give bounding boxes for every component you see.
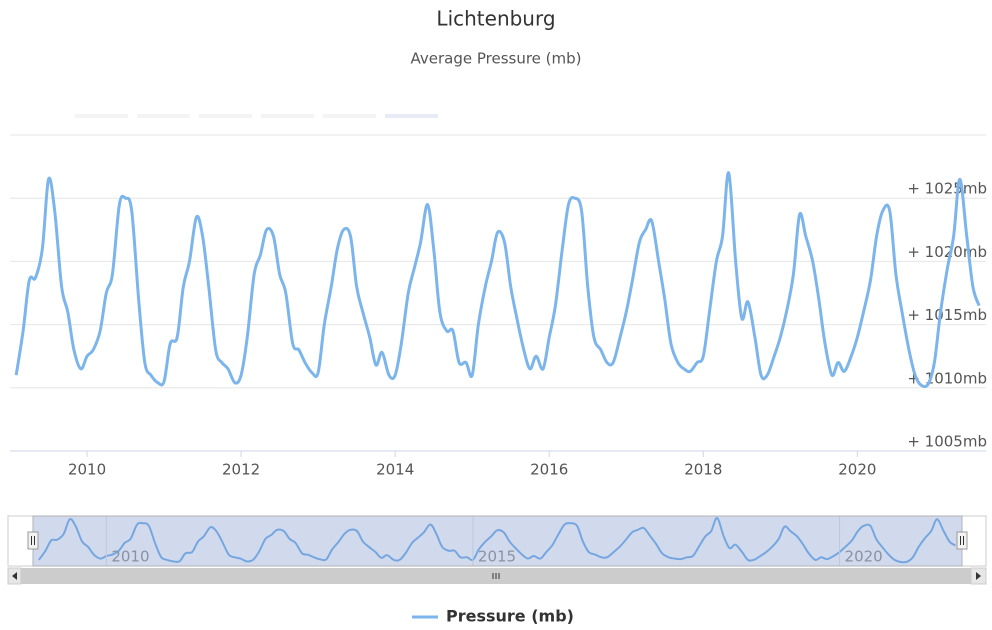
navigator-mask[interactable] — [32, 515, 963, 567]
chart-title: Lichtenburg — [436, 7, 555, 31]
range-selector[interactable] — [75, 114, 438, 118]
series-line — [14, 171, 981, 389]
scrollbar[interactable] — [7, 567, 987, 585]
range-button[interactable] — [261, 114, 314, 118]
navigator-line — [38, 517, 956, 564]
navigator-label: 2010 — [111, 548, 149, 566]
y-tick-label: + 1020mb — [907, 243, 987, 261]
navigator-label: 2015 — [478, 548, 516, 566]
navigator-handle[interactable] — [27, 531, 39, 550]
y-tick-label: + 1005mb — [907, 433, 987, 451]
x-tick-label: 2010 — [68, 461, 106, 479]
arrow-icon — [976, 572, 981, 580]
x-tick-label: 2016 — [530, 461, 568, 479]
range-button[interactable] — [199, 114, 252, 118]
chart-subtitle: Average Pressure (mb) — [410, 50, 581, 68]
x-tick-label: 2020 — [838, 461, 876, 479]
x-tick-label: 2018 — [684, 461, 722, 479]
range-button[interactable] — [75, 114, 128, 118]
range-button[interactable] — [323, 114, 376, 118]
navigator-handle[interactable] — [956, 531, 968, 550]
legend-label[interactable]: Pressure (mb) — [446, 607, 574, 626]
grip-icon — [492, 573, 500, 579]
arrow-icon — [12, 572, 17, 580]
navigator-label: 2020 — [845, 548, 883, 566]
range-button[interactable] — [137, 114, 190, 118]
x-tick-label: 2012 — [222, 461, 260, 479]
handle-grip — [31, 536, 35, 545]
handle-grip — [960, 536, 964, 545]
y-tick-label: + 1025mb — [907, 180, 987, 198]
x-tick-label: 2014 — [376, 461, 414, 479]
range-button[interactable] — [385, 114, 438, 118]
y-tick-label: + 1015mb — [907, 306, 987, 324]
legend[interactable]: Pressure (mb) — [412, 607, 574, 626]
